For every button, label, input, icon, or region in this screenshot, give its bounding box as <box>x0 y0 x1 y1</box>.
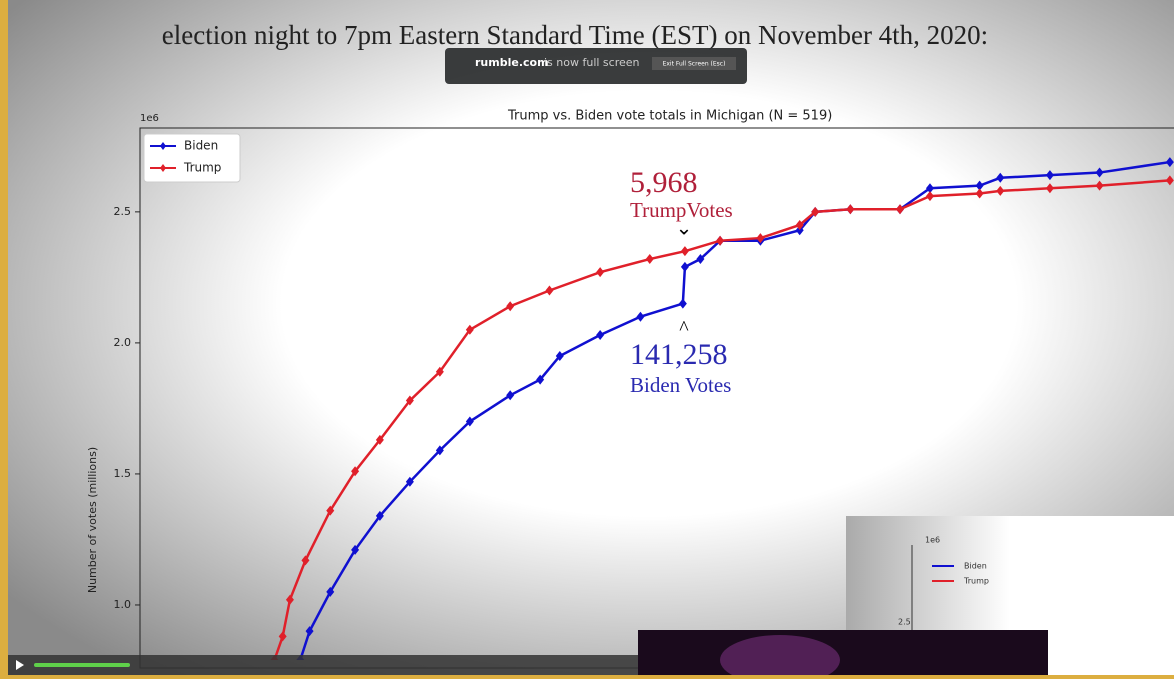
annotation: Biden Votes <box>630 373 731 397</box>
inset-tick: 2.5 <box>898 618 911 627</box>
y-tick-label: 2.0 <box>114 336 132 349</box>
inset-legend-label: Biden <box>964 562 987 571</box>
screen: election night to 7pm Eastern Standard T… <box>0 0 1174 675</box>
header-text: election night to 7pm Eastern Standard T… <box>162 20 988 50</box>
exit-button-label[interactable]: Exit Full Screen (Esc) <box>663 61 726 68</box>
inset-legend-label: Trump <box>963 577 989 586</box>
annotation: TrumpVotes <box>630 198 733 222</box>
y-tick-label: 1.5 <box>114 467 132 480</box>
annotation: 5,968 <box>630 166 698 199</box>
y-axis-label: Number of votes (millions) <box>86 447 99 593</box>
video-overlay <box>638 630 1048 675</box>
progress-bar[interactable] <box>34 663 130 667</box>
notice-site: rumble.com <box>475 56 549 69</box>
notice-message: is now full screen <box>544 56 640 69</box>
legend-label: Trump <box>183 161 221 175</box>
caret: ^ <box>679 318 689 340</box>
legend: Biden Trump <box>144 134 240 182</box>
fullscreen-notice: rumble.com is now full screen Exit Full … <box>445 48 747 84</box>
annotation: 141,258 <box>630 338 728 371</box>
legend-label: Biden <box>184 139 218 153</box>
chart-title: Trump vs. Biden vote totals in Michigan … <box>507 109 832 124</box>
y-tick-label: 1.0 <box>114 598 132 611</box>
page: election night to 7pm Eastern Standard T… <box>0 0 1174 675</box>
inset-offset: 1e6 <box>925 536 940 545</box>
offset-label: 1e6 <box>140 113 159 124</box>
y-tick-label: 2.5 <box>114 205 132 218</box>
